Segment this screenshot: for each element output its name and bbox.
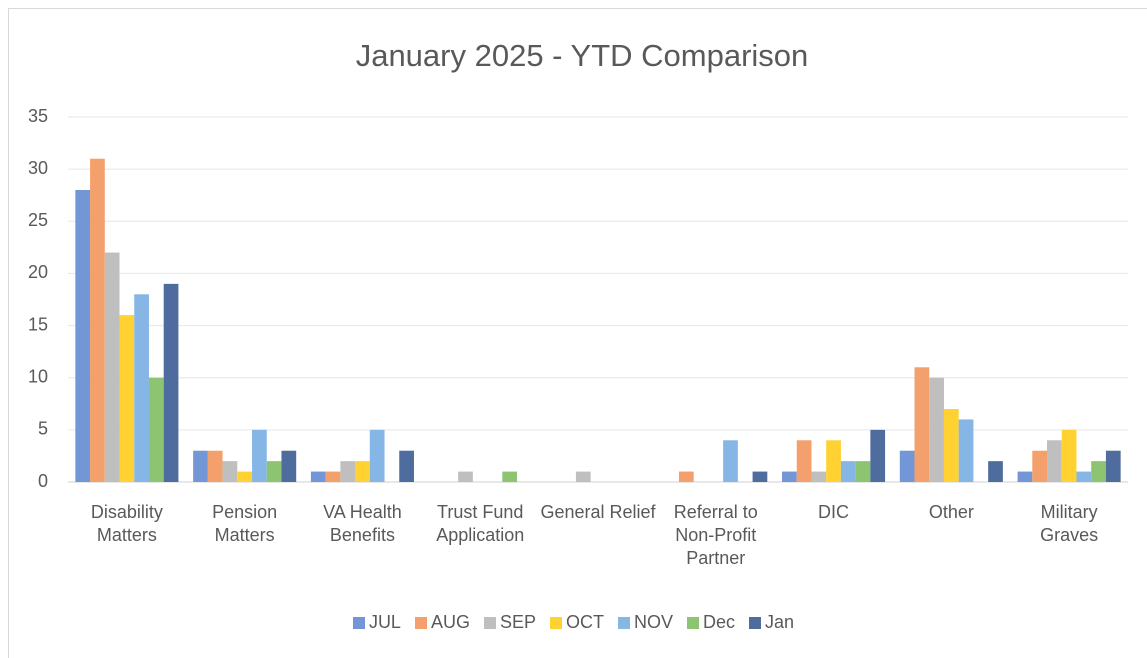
bar [723, 440, 738, 482]
bar [119, 315, 135, 482]
x-tick-label: DIC [818, 502, 850, 522]
bar [340, 461, 356, 482]
y-tick-label: 0 [38, 471, 48, 491]
bar [943, 409, 959, 482]
legend-label: JUL [368, 612, 401, 632]
bar [811, 471, 827, 482]
bar [782, 471, 797, 482]
y-tick-label: 5 [38, 419, 48, 439]
legend-swatch [414, 616, 427, 629]
legend-swatch [483, 616, 496, 629]
bar [193, 450, 208, 482]
bar [458, 471, 473, 482]
legend-item: Jan [749, 612, 794, 633]
x-tick-label: Trust Fund Application [436, 502, 525, 545]
bar [222, 461, 238, 482]
x-tick-label: Referral to Non-Profit Partner [673, 502, 758, 568]
x-tick-label: VA Health Benefits [323, 502, 402, 545]
legend-swatch [352, 616, 365, 629]
bar [575, 471, 591, 482]
legend-label: OCT [566, 612, 604, 632]
bar [914, 367, 930, 482]
bar [1076, 471, 1092, 482]
chart-title: January 2025 - YTD Comparison [356, 38, 809, 73]
bar [870, 429, 886, 482]
legend-label: Dec [703, 612, 736, 632]
legend-item: AUG [414, 612, 470, 633]
bar [252, 429, 267, 482]
y-tick-label: 35 [28, 106, 48, 126]
bar [281, 450, 297, 482]
bar [399, 450, 414, 482]
bar [104, 252, 120, 482]
bar [752, 471, 768, 482]
bar [678, 471, 694, 482]
legend-item: NOV [618, 612, 673, 633]
legend: JUL AUG SEP OCT NOV Dec Jan [0, 612, 1147, 633]
y-tick-label: 25 [28, 210, 48, 230]
x-tick-label: Disability Matters [90, 502, 163, 545]
legend-item: JUL [352, 612, 401, 633]
bar [1091, 461, 1106, 482]
bar [1032, 450, 1048, 482]
bar [207, 450, 223, 482]
y-tick-label: 30 [28, 158, 48, 178]
bar [369, 429, 385, 482]
bar [266, 461, 282, 482]
legend-swatch [550, 616, 562, 629]
bar [355, 461, 370, 482]
bar [855, 461, 871, 482]
legend-swatch [749, 616, 762, 629]
y-tick-label: 20 [28, 262, 48, 282]
bar [826, 440, 841, 482]
legend-label: NOV [634, 612, 674, 632]
x-tick-label: Military Graves [1040, 502, 1099, 545]
legend-label: SEP [499, 612, 536, 632]
bar [237, 471, 253, 482]
legend-label: Jan [765, 612, 795, 632]
bar [988, 461, 1003, 482]
legend-item: SEP [483, 612, 536, 633]
bar [148, 377, 164, 482]
bar [1105, 450, 1121, 482]
bar [899, 450, 915, 482]
bar [325, 471, 341, 482]
chart-border [8, 8, 1147, 658]
bar [163, 283, 179, 482]
bar [796, 440, 812, 482]
bar [1017, 471, 1033, 482]
bar [929, 377, 944, 482]
legend-item: Dec [687, 612, 735, 633]
bar [840, 461, 856, 482]
bar [958, 419, 974, 482]
bar [502, 471, 518, 482]
legend-item: OCT [550, 612, 604, 633]
bar [134, 294, 149, 482]
bar [1061, 429, 1077, 482]
legend-label: AUG [430, 612, 470, 632]
x-tick-label: Pension Matters [212, 502, 278, 545]
bar [90, 158, 105, 482]
x-tick-label: General Relief [540, 502, 656, 522]
x-tick-label: Other [928, 502, 974, 522]
legend-swatch [687, 616, 700, 629]
y-tick-label: 10 [28, 366, 48, 386]
y-tick-label: 15 [28, 314, 48, 334]
bar [310, 471, 326, 482]
legend-swatch [618, 616, 630, 629]
bar [75, 190, 91, 482]
bar [1047, 440, 1062, 482]
